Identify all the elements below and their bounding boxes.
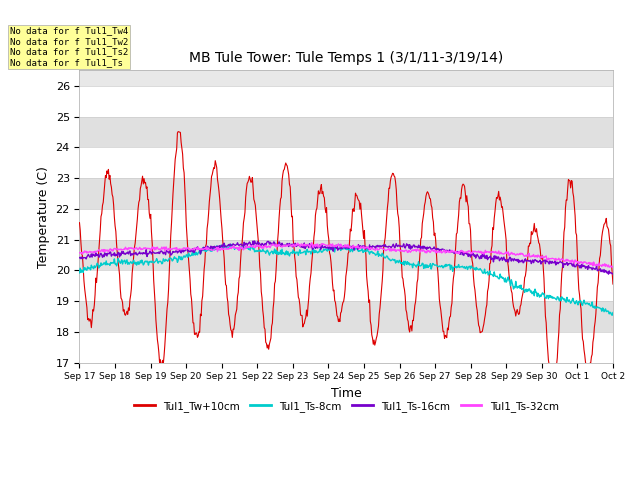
Bar: [79, 332, 613, 363]
Bar: [79, 117, 613, 147]
Y-axis label: Temperature (C): Temperature (C): [37, 166, 50, 267]
Bar: [79, 147, 613, 178]
Bar: [79, 178, 613, 209]
Text: No data for f Tul1_Tw4
No data for f Tul1_Tw2
No data for f Tul1_Ts2
No data for: No data for f Tul1_Tw4 No data for f Tul…: [10, 26, 129, 67]
Title: MB Tule Tower: Tule Temps 1 (3/1/11-3/19/14): MB Tule Tower: Tule Temps 1 (3/1/11-3/19…: [189, 51, 503, 65]
Bar: [79, 209, 613, 240]
Bar: [79, 240, 613, 270]
X-axis label: Time: Time: [331, 387, 362, 400]
Bar: [79, 301, 613, 332]
Bar: [79, 270, 613, 301]
Bar: [79, 86, 613, 117]
Legend: Tul1_Tw+10cm, Tul1_Ts-8cm, Tul1_Ts-16cm, Tul1_Ts-32cm: Tul1_Tw+10cm, Tul1_Ts-8cm, Tul1_Ts-16cm,…: [129, 396, 563, 416]
